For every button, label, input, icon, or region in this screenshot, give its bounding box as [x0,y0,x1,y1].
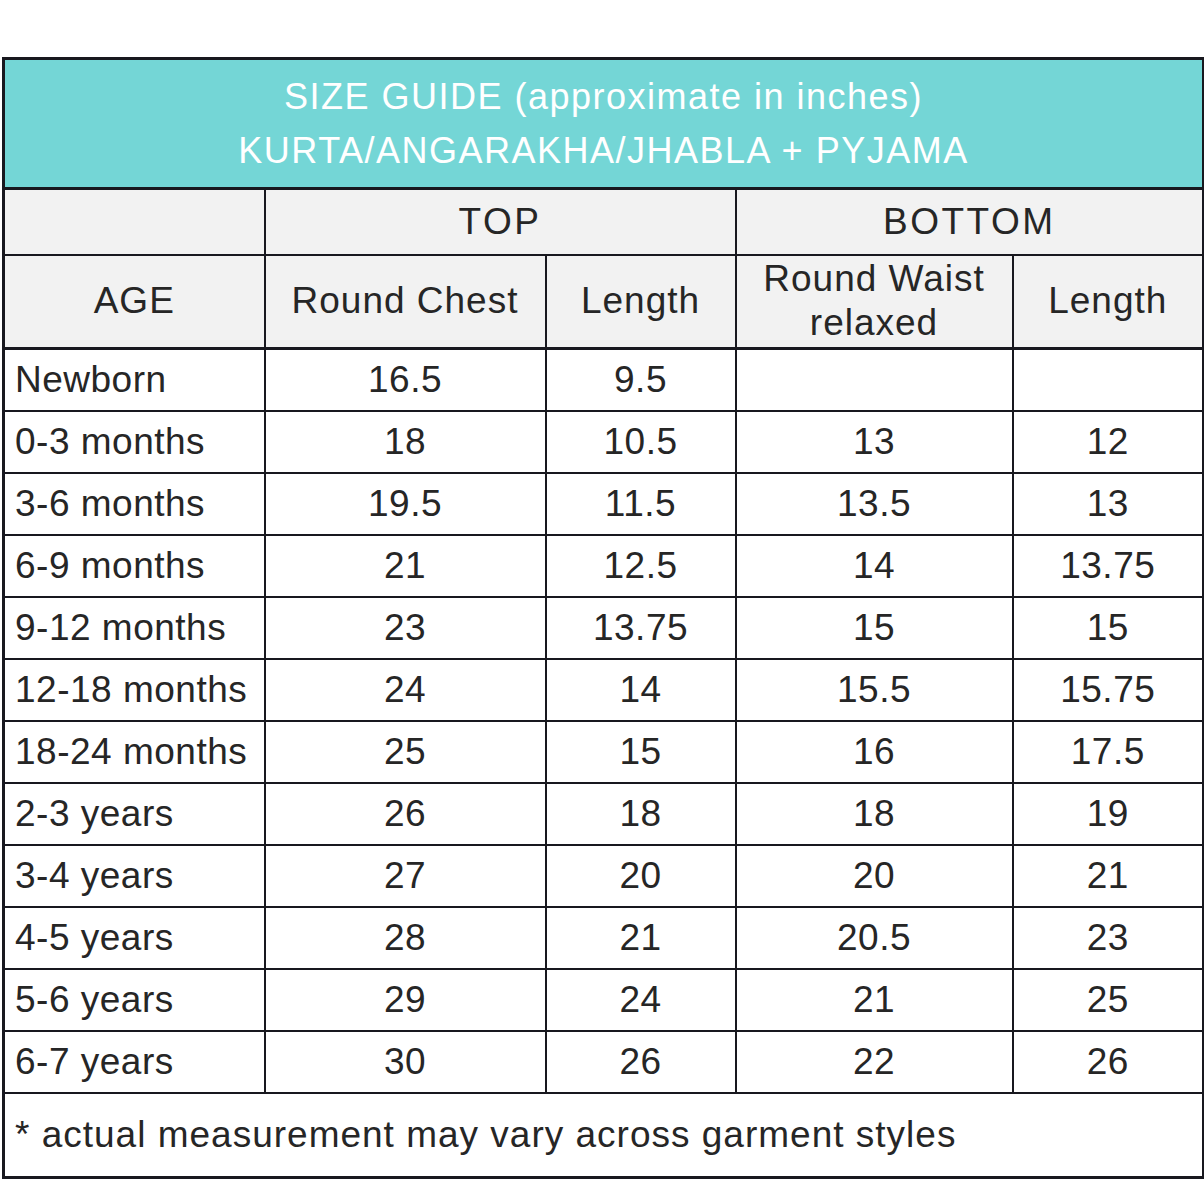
measurement-cell: 15 [736,597,1013,659]
measurement-cell: 28 [265,907,546,969]
footnote-text: * actual measurement may vary across gar… [4,1093,1204,1178]
measurement-cell: 21 [1013,845,1204,907]
age-cell: 4-5 years [4,907,265,969]
age-cell: Newborn [4,348,265,411]
size-guide-table: SIZE GUIDE (approximate in inches) KURTA… [2,57,1204,1179]
measurement-cell: 29 [265,969,546,1031]
footnote-row: * actual measurement may vary across gar… [4,1093,1204,1178]
column-header-row: AGE Round Chest Length Round Waist relax… [4,255,1204,348]
measurement-cell: 18 [736,783,1013,845]
measurement-cell: 15.75 [1013,659,1204,721]
table-row: 4-5 years282120.523 [4,907,1204,969]
group-header-bottom: BOTTOM [736,189,1204,256]
table-row: 9-12 months2313.751515 [4,597,1204,659]
measurement-cell: 20 [546,845,736,907]
measurement-cell: 24 [546,969,736,1031]
measurement-cell: 13.5 [736,473,1013,535]
age-cell: 2-3 years [4,783,265,845]
measurement-cell: 19 [1013,783,1204,845]
table-row: 3-4 years27202021 [4,845,1204,907]
table-row: 3-6 months19.511.513.513 [4,473,1204,535]
measurement-cell: 20 [736,845,1013,907]
measurement-cell: 12.5 [546,535,736,597]
measurement-cell: 15 [546,721,736,783]
column-header-round-waist: Round Waist relaxed [736,255,1013,348]
size-guide-subtitle: KURTA/ANGARAKHA/JHABLA + PYJAMA [6,124,1201,178]
measurement-cell: 9.5 [546,348,736,411]
measurement-cell: 17.5 [1013,721,1204,783]
measurement-cell: 26 [265,783,546,845]
size-guide-title: SIZE GUIDE (approximate in inches) [6,70,1201,124]
column-header-bottom-length: Length [1013,255,1204,348]
measurement-cell: 21 [546,907,736,969]
measurement-cell: 19.5 [265,473,546,535]
table-row: 6-9 months2112.51413.75 [4,535,1204,597]
table-row: 18-24 months25151617.5 [4,721,1204,783]
measurement-cell: 15.5 [736,659,1013,721]
measurement-cell: 27 [265,845,546,907]
size-table-body: Newborn16.59.50-3 months1810.513123-6 mo… [4,348,1204,1093]
measurement-cell: 26 [1013,1031,1204,1093]
measurement-cell: 25 [265,721,546,783]
measurement-cell: 22 [736,1031,1013,1093]
measurement-cell: 18 [546,783,736,845]
age-cell: 5-6 years [4,969,265,1031]
measurement-cell: 16 [736,721,1013,783]
measurement-cell: 26 [546,1031,736,1093]
measurement-cell: 13 [736,411,1013,473]
age-cell: 18-24 months [4,721,265,783]
measurement-cell: 30 [265,1031,546,1093]
table-row: 6-7 years30262226 [4,1031,1204,1093]
measurement-cell: 13 [1013,473,1204,535]
age-cell: 0-3 months [4,411,265,473]
measurement-cell: 16.5 [265,348,546,411]
title-row: SIZE GUIDE (approximate in inches) KURTA… [4,59,1204,189]
table-row: 2-3 years26181819 [4,783,1204,845]
measurement-cell: 13.75 [1013,535,1204,597]
measurement-cell: 24 [265,659,546,721]
table-row: 12-18 months241415.515.75 [4,659,1204,721]
age-cell: 3-4 years [4,845,265,907]
measurement-cell: 23 [265,597,546,659]
age-cell: 6-9 months [4,535,265,597]
measurement-cell: 18 [265,411,546,473]
table-row: Newborn16.59.5 [4,348,1204,411]
group-header-top: TOP [265,189,736,256]
group-header-row: TOP BOTTOM [4,189,1204,256]
title-banner: SIZE GUIDE (approximate in inches) KURTA… [4,59,1204,189]
measurement-cell: 13.75 [546,597,736,659]
measurement-cell: 15 [1013,597,1204,659]
measurement-cell: 20.5 [736,907,1013,969]
age-cell: 6-7 years [4,1031,265,1093]
measurement-cell: 21 [265,535,546,597]
column-header-round-chest: Round Chest [265,255,546,348]
age-cell: 3-6 months [4,473,265,535]
measurement-cell: 14 [546,659,736,721]
table-row: 0-3 months1810.51312 [4,411,1204,473]
measurement-cell: 25 [1013,969,1204,1031]
column-header-age: AGE [4,255,265,348]
measurement-cell [736,348,1013,411]
column-header-top-length: Length [546,255,736,348]
measurement-cell: 11.5 [546,473,736,535]
table-row: 5-6 years29242125 [4,969,1204,1031]
measurement-cell: 23 [1013,907,1204,969]
age-cell: 12-18 months [4,659,265,721]
measurement-cell: 10.5 [546,411,736,473]
age-cell: 9-12 months [4,597,265,659]
size-guide-page: SIZE GUIDE (approximate in inches) KURTA… [0,0,1204,1179]
measurement-cell: 14 [736,535,1013,597]
measurement-cell: 12 [1013,411,1204,473]
measurement-cell: 21 [736,969,1013,1031]
measurement-cell [1013,348,1204,411]
group-header-empty [4,189,265,256]
